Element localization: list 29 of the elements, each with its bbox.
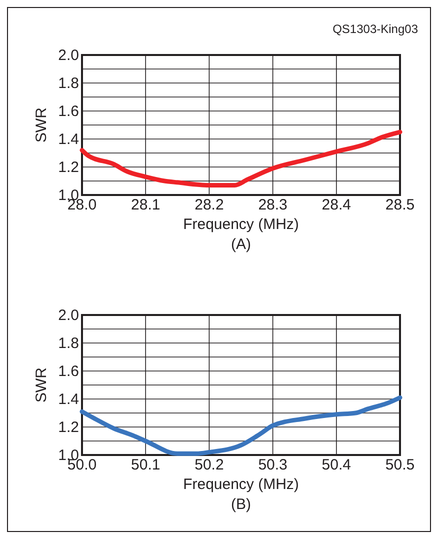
y-axis-title: SWR: [33, 107, 50, 142]
x-tick-label: 50.1: [131, 456, 160, 474]
y-tick-label: 1.6: [58, 102, 79, 120]
x-tick-label: 28.2: [194, 196, 224, 214]
text: QS1303-King03: [332, 22, 418, 36]
x-tick-label: 28.1: [131, 196, 160, 214]
y-tick-label: 1.2: [58, 158, 79, 176]
y-tick-label: 2.0: [58, 306, 79, 324]
x-axis-title: Frequency (MHz): [183, 216, 299, 233]
x-tick-label: 28.5: [385, 196, 415, 214]
text: (B): [231, 496, 251, 513]
x-tick-label: 50.2: [194, 456, 224, 474]
line-series: [80, 130, 402, 188]
y-axis-title: SWR: [33, 367, 50, 402]
y-tick-label: 2.0: [58, 46, 79, 64]
x-tick-label: 28.4: [322, 196, 351, 214]
x-tick-label: 50.3: [258, 456, 288, 474]
y-tick-label: 1.2: [58, 418, 79, 436]
y-tick-label: 1.8: [58, 74, 79, 92]
line-series: [80, 395, 402, 456]
y-tick-label: 1.8: [58, 334, 79, 352]
x-axis-title: Frequency (MHz): [183, 476, 299, 493]
x-tick-label: 50.5: [385, 456, 415, 474]
y-tick-label: 1.4: [58, 130, 79, 148]
y-tick-label: 1.6: [58, 362, 79, 380]
y-tick-label: 1.4: [58, 390, 79, 408]
x-tick-label: 28.3: [258, 196, 288, 214]
x-tick-label: 50.4: [322, 456, 351, 474]
text: (A): [231, 236, 251, 253]
